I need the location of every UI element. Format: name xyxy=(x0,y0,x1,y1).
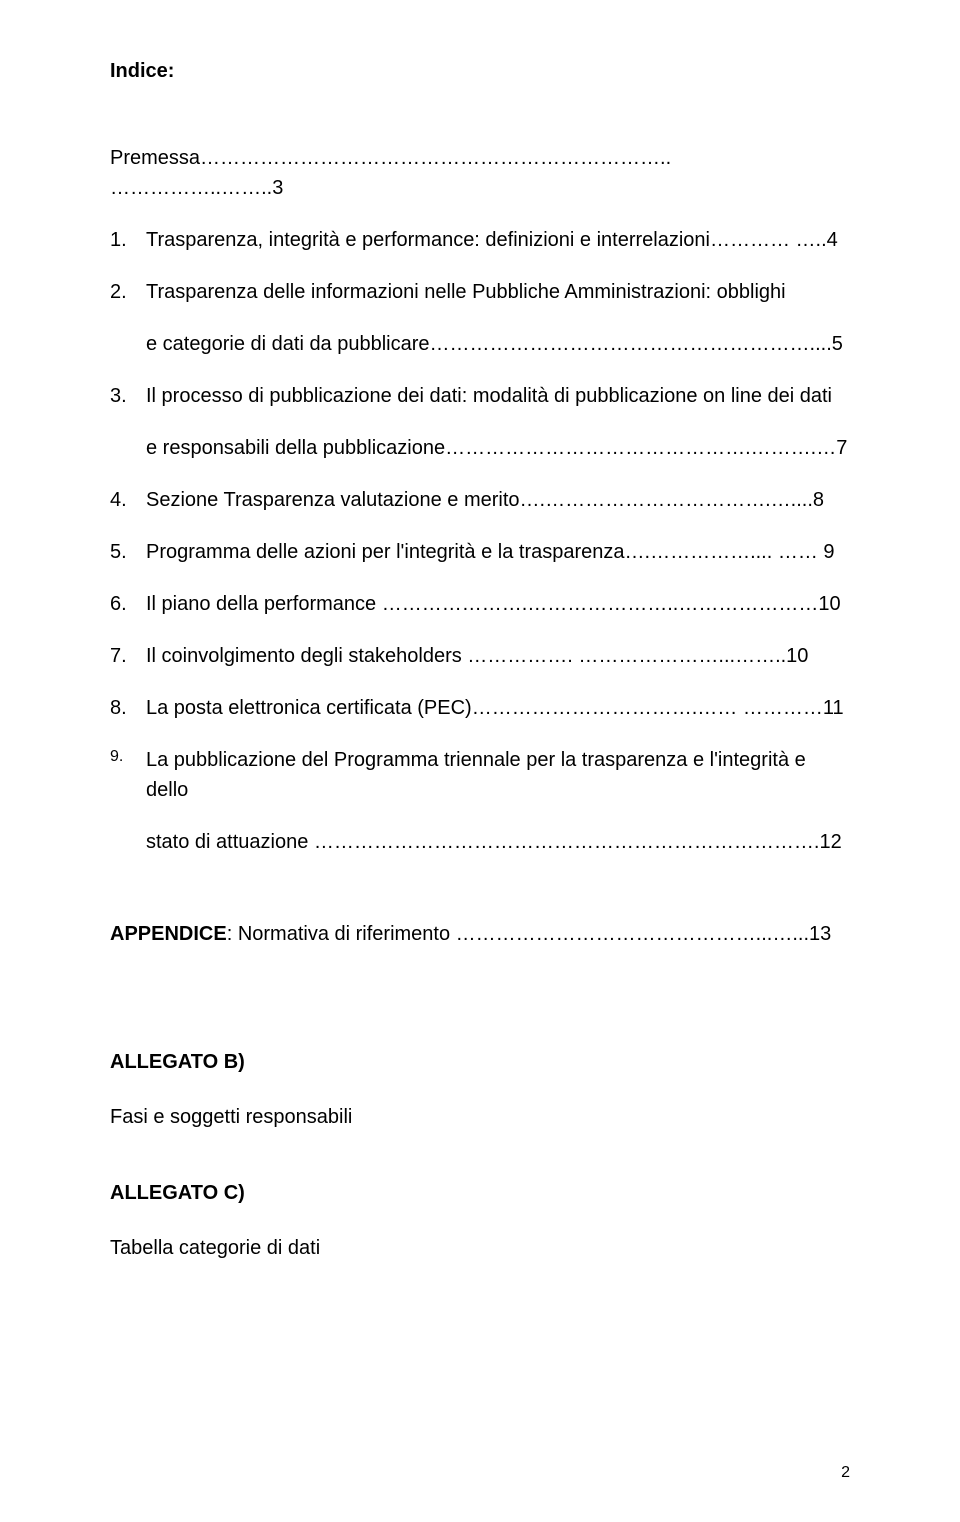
appendix-text: : Normativa di riferimento …………………………………… xyxy=(227,923,832,945)
toc-entry: 3.Il processo di pubblicazione dei dati:… xyxy=(110,381,850,411)
toc-entry-number: 6. xyxy=(110,589,146,619)
toc-entry: 7.Il coinvolgimento degli stakeholders …… xyxy=(110,641,850,671)
toc-entry-number: 1. xyxy=(110,225,146,255)
toc-entry: 9.La pubblicazione del Programma trienna… xyxy=(110,745,850,805)
toc-entry-number: 8. xyxy=(110,693,146,723)
toc-entry-number: 7. xyxy=(110,641,146,671)
toc-entry-number: 2. xyxy=(110,277,146,307)
toc-entry-continuation: e responsabili della pubblicazione………………… xyxy=(146,433,850,463)
toc-entry: Premessa…………………………………………………………….. …………….… xyxy=(110,143,850,203)
toc-entry-text: Trasparenza, integrità e performance: de… xyxy=(146,225,850,255)
allegato-text: Fasi e soggetti responsabili xyxy=(110,1102,850,1132)
toc-entry-text: Il piano della performance ………………….……………… xyxy=(146,589,850,619)
toc-entry: 1.Trasparenza, integrità e performance: … xyxy=(110,225,850,255)
allegato-heading: ALLEGATO B) xyxy=(110,1051,850,1074)
appendix-line: APPENDICE: Normativa di riferimento …………… xyxy=(110,919,850,949)
index-heading: Indice: xyxy=(110,60,850,83)
toc-entry-number: 4. xyxy=(110,485,146,515)
page-number: 2 xyxy=(841,1464,850,1482)
toc-entry: 8.La posta elettronica certificata (PEC)… xyxy=(110,693,850,723)
allegato-text: Tabella categorie di dati xyxy=(110,1233,850,1263)
toc-entry-number: 3. xyxy=(110,381,146,411)
toc-entry-text: Programma delle azioni per l'integrità e… xyxy=(146,537,850,567)
appendix-label: APPENDICE xyxy=(110,923,227,945)
toc-entry-number: 9. xyxy=(110,745,146,769)
toc-entry: 6.Il piano della performance ………………….………… xyxy=(110,589,850,619)
toc-entry: 4.Sezione Trasparenza valutazione e meri… xyxy=(110,485,850,515)
toc-entry: 5.Programma delle azioni per l'integrità… xyxy=(110,537,850,567)
toc-entry-text: La pubblicazione del Programma triennale… xyxy=(146,745,850,805)
toc-entry-text: Trasparenza delle informazioni nelle Pub… xyxy=(146,277,850,307)
toc-entry-number: 5. xyxy=(110,537,146,567)
toc-entry-text: Il processo di pubblicazione dei dati: m… xyxy=(146,381,850,411)
toc-entry: 2.Trasparenza delle informazioni nelle P… xyxy=(110,277,850,307)
toc-entry-continuation: e categorie di dati da pubblicare…………………… xyxy=(146,329,850,359)
toc-list: Premessa…………………………………………………………….. …………….… xyxy=(110,143,850,857)
allegato-heading: ALLEGATO C) xyxy=(110,1182,850,1205)
toc-entry-continuation: stato di attuazione ……………………………………………………… xyxy=(146,827,850,857)
toc-entry-text: Premessa…………………………………………………………….. …………….… xyxy=(110,143,850,203)
toc-entry-text: Il coinvolgimento degli stakeholders ………… xyxy=(146,641,850,671)
allegati-list: ALLEGATO B) Fasi e soggetti responsabili A… xyxy=(110,1051,850,1263)
toc-entry-text: La posta elettronica certificata (PEC)……… xyxy=(146,693,850,723)
toc-entry-text: Sezione Trasparenza valutazione e merito… xyxy=(146,485,850,515)
